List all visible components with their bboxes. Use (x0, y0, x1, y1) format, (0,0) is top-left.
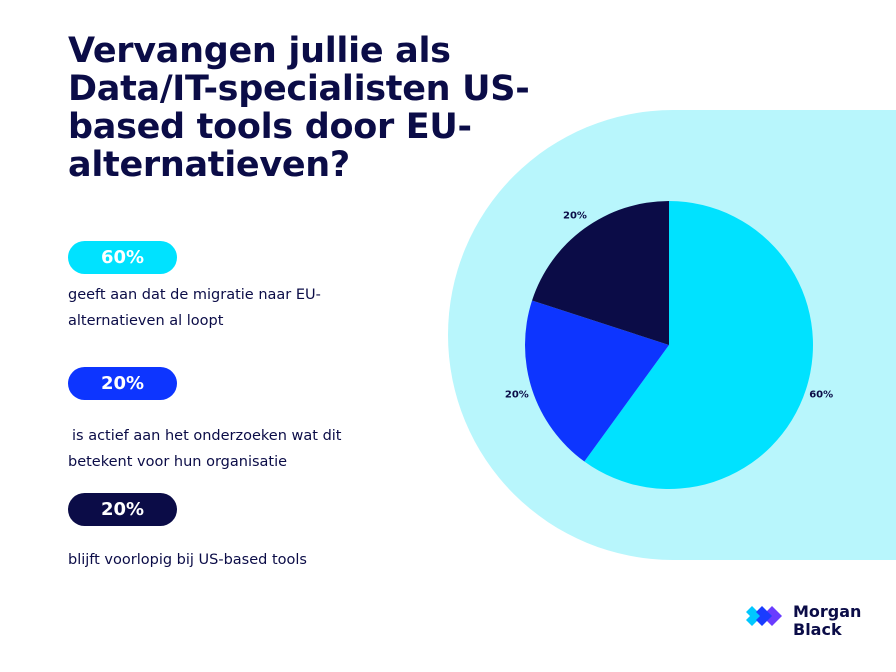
legend-text: is actief aan het onderzoeken wat dit be… (68, 428, 342, 470)
legend-badge: 20% (68, 367, 177, 400)
logo-icon (746, 606, 782, 626)
legend-text: blijft voorlopig bij US-based tools (68, 552, 307, 568)
pie-slice (524, 300, 669, 462)
logo-text: Morgan (793, 602, 862, 621)
pie-slice (584, 201, 814, 490)
legend-badge: 60% (68, 241, 177, 274)
chart-title: Vervangen jullie als Data/IT-specialiste… (68, 31, 530, 185)
slice-label: 20% (505, 389, 529, 400)
slice-label: 60% (809, 389, 833, 400)
legend-text: geeft aan dat de migratie naar EU-altern… (68, 287, 321, 329)
logo-text: Black (793, 620, 842, 639)
legend-badge: 20% (68, 493, 177, 526)
pie-slice (532, 201, 669, 345)
slice-label: 20% (563, 211, 587, 222)
